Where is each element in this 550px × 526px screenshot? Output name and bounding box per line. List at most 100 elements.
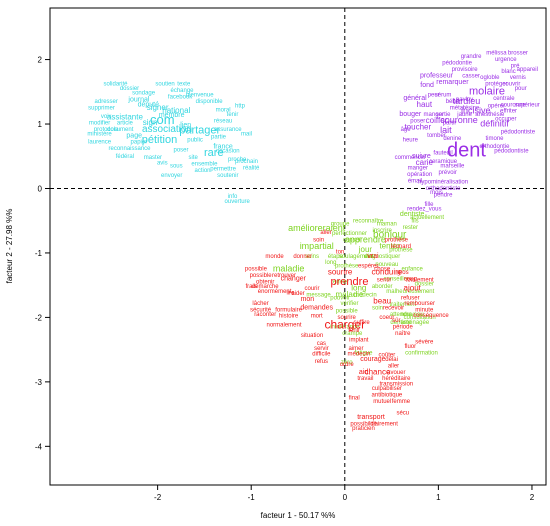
word-point: pendre bbox=[434, 192, 453, 198]
series-red: chargerprendresourirechangermonobtenirpo… bbox=[245, 230, 450, 432]
word-point: coup bbox=[404, 276, 418, 282]
word-point: monde bbox=[265, 254, 284, 260]
word-point: manger bbox=[424, 112, 444, 118]
word-point: public bbox=[187, 138, 203, 144]
word-point: coiffer bbox=[426, 116, 448, 125]
word-point: énormément bbox=[258, 289, 292, 295]
word-point: mort bbox=[311, 314, 323, 320]
word-point: maman bbox=[377, 221, 397, 227]
word-point: espérer bbox=[358, 263, 378, 269]
word-point: député bbox=[138, 102, 160, 109]
word-point: groupe bbox=[331, 221, 350, 227]
word-point: médecin bbox=[354, 292, 377, 298]
word-point: proche bbox=[228, 157, 247, 163]
word-point: protéger bbox=[485, 82, 507, 88]
word-point: résine bbox=[463, 105, 480, 111]
word-point: envie bbox=[333, 280, 348, 286]
word-point: grandre bbox=[461, 54, 482, 60]
word-point: hypominéralisation bbox=[418, 180, 468, 186]
word-point: centrale bbox=[493, 96, 515, 102]
word-point: fille bbox=[424, 202, 434, 208]
word-point: permettre bbox=[210, 167, 236, 173]
word-point: ton bbox=[336, 249, 344, 255]
word-point: jour bbox=[358, 245, 373, 254]
word-point: fédéral bbox=[116, 154, 134, 160]
word-point: tenir bbox=[348, 328, 360, 334]
word-point: laurence bbox=[88, 140, 112, 146]
word-point: carie bbox=[416, 158, 434, 167]
word-point: praticien bbox=[352, 426, 375, 432]
word-point: raconter bbox=[254, 312, 276, 318]
word-point: servir bbox=[314, 346, 329, 352]
word-point: journal bbox=[127, 96, 149, 103]
x-tick-label: -2 bbox=[154, 493, 162, 502]
word-point: refuser bbox=[401, 296, 420, 302]
word-point: site bbox=[189, 155, 199, 161]
word-point: pédodontiste bbox=[494, 149, 529, 155]
word-point: sérum bbox=[435, 93, 452, 99]
word-point: refus bbox=[315, 359, 328, 365]
word-point: molaire bbox=[469, 86, 505, 98]
word-point: soulagement bbox=[339, 254, 374, 260]
word-point: ajout bbox=[404, 284, 422, 293]
y-axis-label: facteur 2 - 27.98 %% bbox=[5, 209, 14, 284]
word-point: assistante bbox=[107, 113, 144, 122]
word-point: opérer bbox=[488, 104, 505, 110]
word-point: mon bbox=[301, 296, 315, 303]
word-point: courir bbox=[304, 286, 319, 292]
word-point: réseau bbox=[214, 118, 232, 124]
word-point: pavlov bbox=[456, 97, 473, 103]
word-point: prochain bbox=[235, 159, 258, 165]
word-point: texte bbox=[177, 82, 191, 88]
word-point: anesthésie bbox=[475, 112, 505, 118]
y-tick-label: -1 bbox=[35, 249, 43, 258]
word-point: http bbox=[235, 104, 246, 110]
word-point: pédodontie bbox=[442, 60, 472, 66]
word-point: vernis bbox=[510, 75, 526, 81]
word-point: sign bbox=[143, 118, 158, 127]
word-point: maladie bbox=[335, 290, 364, 299]
word-point: sécu bbox=[396, 410, 409, 416]
word-point: solidarité bbox=[103, 82, 128, 88]
word-point: lâcher bbox=[252, 301, 268, 307]
word-point: info bbox=[228, 194, 238, 200]
word-point: poser bbox=[410, 118, 425, 124]
word-point: implant bbox=[349, 338, 369, 344]
word-point: charger bbox=[324, 317, 365, 331]
word-point: partir bbox=[443, 120, 457, 126]
word-point: ministère bbox=[87, 131, 112, 137]
word-point: demandes bbox=[300, 305, 333, 312]
word-point: tomber bbox=[427, 133, 446, 139]
word-point: adresser bbox=[95, 99, 118, 105]
word-point: bienvenue bbox=[186, 93, 214, 99]
word-point: papier bbox=[131, 140, 148, 146]
word-point: culpabiliser bbox=[372, 386, 402, 392]
word-point: tardieu bbox=[453, 96, 481, 106]
word-point: sortie bbox=[436, 112, 451, 118]
word-point: normalement bbox=[266, 323, 301, 329]
word-point: facebook bbox=[168, 95, 193, 101]
word-point: prévoir bbox=[439, 170, 457, 176]
word-point: aid bbox=[359, 369, 368, 376]
word-point: article bbox=[117, 120, 134, 126]
word-point: transmission bbox=[379, 381, 413, 387]
word-point: mélissa bbox=[486, 51, 507, 57]
word-point: orthodontie bbox=[479, 144, 510, 150]
word-point: ensemble bbox=[191, 162, 218, 168]
word-point: nouveau bbox=[375, 262, 398, 268]
word-point: france bbox=[213, 143, 233, 150]
word-point: poser bbox=[173, 147, 188, 153]
word-point: femme bbox=[392, 399, 411, 405]
word-point: message bbox=[306, 292, 331, 298]
word-point: général bbox=[403, 95, 427, 102]
word-point: soutien bbox=[155, 82, 174, 88]
word-point: moral bbox=[216, 107, 231, 113]
word-point: heure bbox=[403, 138, 419, 144]
word-point: couronne bbox=[440, 115, 478, 125]
word-point: avouer bbox=[387, 370, 405, 376]
word-point: com bbox=[150, 112, 175, 127]
word-point: urgence bbox=[495, 57, 517, 63]
word-point: retrouver bbox=[272, 273, 296, 279]
word-point: long bbox=[325, 260, 336, 266]
